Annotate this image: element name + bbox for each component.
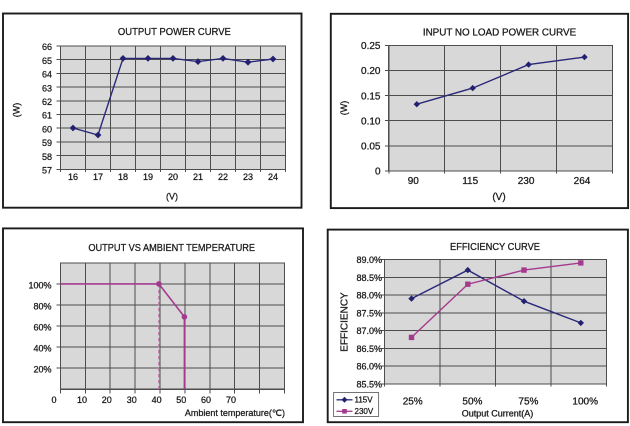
svg-text:66: 66 [42,42,52,52]
svg-text:OUTPUT VS AMBIENT TEMPERATURE: OUTPUT VS AMBIENT TEMPERATURE [88,243,255,254]
svg-text:57: 57 [42,166,52,176]
svg-text:20%: 20% [33,365,51,375]
svg-text:115V: 115V [355,396,374,405]
svg-text:60%: 60% [33,323,51,333]
svg-text:88.5%: 88.5% [356,273,382,283]
svg-text:0.05: 0.05 [361,141,381,152]
svg-text:(W): (W) [339,101,349,116]
svg-text:86.5%: 86.5% [356,344,382,354]
svg-text:0: 0 [375,167,381,178]
svg-text:0.10: 0.10 [361,116,381,127]
svg-text:Ambient temperature(℃): Ambient temperature(℃) [185,408,285,418]
svg-text:22: 22 [218,172,228,182]
svg-text:INPUT NO LOAD POWER CURVE: INPUT NO LOAD POWER CURVE [423,27,577,38]
svg-text:75%: 75% [518,396,538,407]
svg-text:50: 50 [176,395,186,405]
svg-text:89.0%: 89.0% [356,255,382,265]
svg-text:0.20: 0.20 [361,66,381,77]
svg-text:23: 23 [243,172,253,182]
svg-text:Output Current(A): Output Current(A) [462,409,534,419]
svg-text:EFFICIENCY: EFFICIENCY [340,292,351,352]
svg-text:40: 40 [152,395,162,405]
svg-text:70: 70 [226,395,236,405]
svg-text:EFFICIENCY CURVE: EFFICIENCY CURVE [450,242,540,253]
svg-text:16: 16 [68,172,78,182]
svg-text:18: 18 [118,172,128,182]
svg-text:80%: 80% [33,302,51,312]
svg-text:60: 60 [42,124,52,134]
svg-text:100%: 100% [28,281,51,291]
svg-text:115: 115 [462,176,478,187]
svg-text:100%: 100% [572,396,598,407]
svg-text:61: 61 [42,111,52,121]
svg-text:19: 19 [143,172,153,182]
svg-text:20: 20 [102,395,112,405]
svg-text:63: 63 [42,83,52,93]
svg-text:87.0%: 87.0% [356,326,382,336]
svg-text:60: 60 [201,395,211,405]
svg-text:64: 64 [42,70,52,80]
svg-text:85.5%: 85.5% [356,380,382,390]
svg-text:(V): (V) [166,192,178,202]
svg-text:87.5%: 87.5% [356,308,382,318]
svg-text:0.15: 0.15 [361,91,381,102]
svg-text:58: 58 [42,152,52,162]
svg-text:86.0%: 86.0% [356,362,382,372]
svg-text:21: 21 [193,172,203,182]
svg-text:17: 17 [93,172,103,182]
svg-text:230: 230 [518,176,535,187]
svg-text:20: 20 [168,172,178,182]
svg-text:0.25: 0.25 [361,41,381,52]
svg-text:230V: 230V [355,407,374,416]
svg-text:50%: 50% [462,396,482,407]
svg-text:24: 24 [268,172,278,182]
svg-text:0: 0 [51,395,56,405]
svg-text:(W): (W) [11,103,21,118]
svg-text:264: 264 [574,176,591,187]
svg-text:(V): (V) [492,192,505,203]
svg-text:25%: 25% [403,396,423,407]
svg-text:40%: 40% [33,344,51,354]
svg-text:59: 59 [42,138,52,148]
svg-text:65: 65 [42,56,52,66]
svg-text:62: 62 [42,97,52,107]
svg-text:30: 30 [127,395,137,405]
svg-text:10: 10 [77,395,87,405]
svg-text:88.0%: 88.0% [356,291,382,301]
svg-text:90: 90 [408,176,420,187]
svg-text:OUTPUT POWER CURVE: OUTPUT POWER CURVE [118,27,231,38]
